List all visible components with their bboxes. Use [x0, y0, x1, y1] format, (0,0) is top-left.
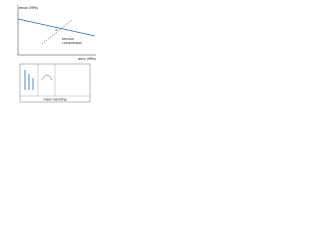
limit-line [17, 18, 96, 37]
point-marker: × [55, 28, 58, 32]
x-axis-label: σmin (MPa) [78, 57, 96, 61]
annotation: compression [62, 41, 82, 45]
inset-curve [41, 74, 53, 81]
background [0, 0, 100, 105]
inset-caption: mean bending [43, 98, 66, 102]
figure: σmax (MPa) σmin (MPa) × tension compress… [0, 0, 100, 105]
y-axis-label: σmax (MPa) [19, 6, 38, 10]
load-path [41, 19, 73, 45]
annotation: tension [62, 37, 74, 41]
inset-bars [24, 70, 34, 90]
